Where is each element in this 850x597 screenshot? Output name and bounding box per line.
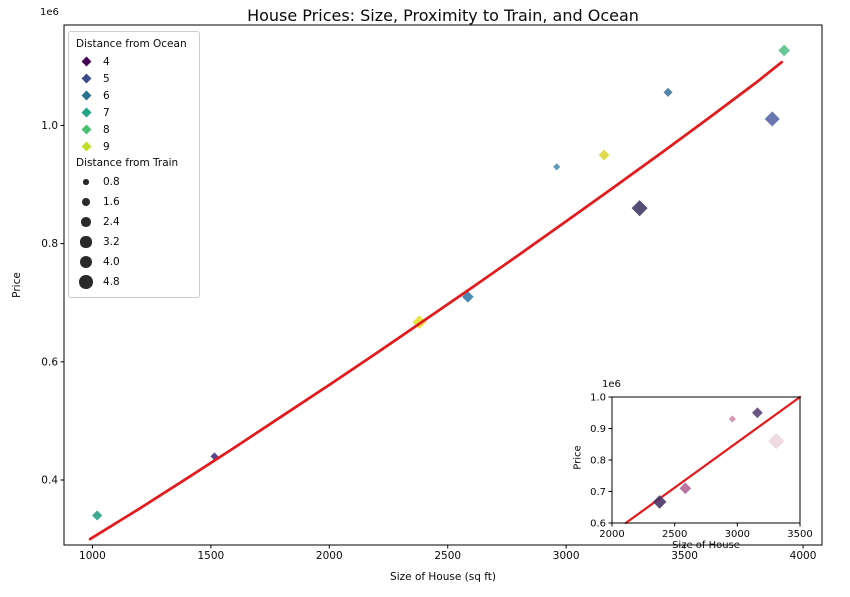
main-scatter-point xyxy=(92,510,103,521)
legend-train-label: 3.2 xyxy=(103,236,120,248)
main-y-tick-label: 0.4 xyxy=(41,475,58,487)
ocean-swatch xyxy=(81,56,91,67)
ocean-swatch xyxy=(81,141,91,152)
train-size-dot-icon xyxy=(76,255,96,269)
legend-ocean-label: 4 xyxy=(103,55,110,68)
train-size-dot-icon xyxy=(76,198,96,206)
main-y-tick-label: 1.0 xyxy=(41,120,58,132)
main-y-tick-label: 0.6 xyxy=(41,356,58,368)
legend-train-item: 1.6 xyxy=(76,192,187,212)
ocean-diamond-icon xyxy=(76,56,96,67)
inset-y-tick-label: 0.7 xyxy=(590,487,606,498)
ocean-swatch xyxy=(81,124,91,135)
legend-ocean-item: 6 xyxy=(76,87,187,104)
legend-ocean-item: 9 xyxy=(76,138,187,155)
train-swatch xyxy=(80,236,92,248)
train-swatch xyxy=(83,179,89,185)
inset-y-axis-offset-text: 1e6 xyxy=(602,379,621,390)
ocean-swatch xyxy=(81,90,91,101)
inset-x-tick-label: 2000 xyxy=(599,529,624,540)
legend-train-items: 0.8 1.6 2.4 3.2 4.0 4.8 xyxy=(76,172,187,292)
legend-ocean-label: 8 xyxy=(103,123,110,136)
main-x-tick-label: 4000 xyxy=(790,550,817,562)
main-spines xyxy=(63,24,823,546)
train-swatch xyxy=(81,217,91,227)
train-size-dot-icon xyxy=(76,275,96,289)
ocean-diamond-icon xyxy=(76,73,96,84)
inset-scatter-point xyxy=(768,433,785,450)
inset-scatter-point xyxy=(679,482,692,495)
main-x-tick-label: 1000 xyxy=(79,550,106,562)
train-swatch xyxy=(79,275,93,289)
train-size-dot-icon xyxy=(76,236,96,248)
ocean-diamond-icon xyxy=(76,107,96,118)
inset-y-tick-label: 0.9 xyxy=(590,424,606,435)
main-x-tick-label: 1500 xyxy=(197,550,224,562)
ocean-diamond-icon xyxy=(76,90,96,101)
legend-ocean-label: 5 xyxy=(103,72,110,85)
legend-ocean-label: 7 xyxy=(103,106,110,119)
main-scatter-point xyxy=(462,291,474,303)
main-scatter-point xyxy=(631,200,648,217)
y-axis-offset-text: 1e6 xyxy=(40,7,59,18)
main-x-tick-label: 3000 xyxy=(553,550,580,562)
legend-train-item: 4.0 xyxy=(76,252,187,272)
main-scatter-point xyxy=(553,163,561,171)
chart-title: House Prices: Size, Proximity to Train, … xyxy=(247,6,639,25)
inset-scatter-point xyxy=(752,407,763,419)
legend-ocean-item: 8 xyxy=(76,121,187,138)
ocean-swatch xyxy=(81,107,91,118)
x-axis-label: Size of House (sq ft) xyxy=(390,571,496,583)
legend-ocean-item: 5 xyxy=(76,70,187,87)
legend-train-label: 4.8 xyxy=(103,276,120,288)
y-axis-label: Price xyxy=(11,272,23,298)
legend-train-label: 0.8 xyxy=(103,176,120,188)
legend-train-label: 4.0 xyxy=(103,256,120,268)
ocean-swatch xyxy=(81,73,91,84)
inset-y-tick-label: 1.0 xyxy=(590,393,606,404)
legend: Distance from Ocean 4 5 6 7 8 9 Distance from… xyxy=(68,31,200,298)
inset-scatter-point xyxy=(652,495,667,509)
inset-y-tick-label: 0.8 xyxy=(590,456,606,467)
main-x-tick-label: 2000 xyxy=(316,550,343,562)
legend-train-item: 3.2 xyxy=(76,232,187,252)
legend-train-item: 4.8 xyxy=(76,272,187,292)
train-size-dot-icon xyxy=(76,179,96,185)
legend-ocean-label: 6 xyxy=(103,89,110,102)
train-swatch xyxy=(79,255,93,269)
legend-ocean-items: 4 5 6 7 8 9 xyxy=(76,53,187,155)
inset-x-tick-label: 2500 xyxy=(662,529,687,540)
inset-scatter-point xyxy=(728,415,736,423)
train-size-dot-icon xyxy=(76,217,96,227)
legend-train-label: 2.4 xyxy=(103,216,120,228)
ocean-diamond-icon xyxy=(76,124,96,135)
legend-train-item: 2.4 xyxy=(76,212,187,232)
main-scatter-point xyxy=(598,149,610,161)
train-swatch xyxy=(82,198,90,206)
legend-ocean-item: 4 xyxy=(76,53,187,70)
inset-y-tick-label: 0.6 xyxy=(590,519,606,530)
ocean-diamond-icon xyxy=(76,141,96,152)
inset-plot-area xyxy=(612,397,800,523)
inset-y-axis-label: Price xyxy=(572,445,584,470)
legend-ocean-label: 9 xyxy=(103,140,110,153)
main-y-tick-label: 0.8 xyxy=(41,238,58,250)
inset-x-axis-label: Size of House xyxy=(672,540,740,551)
legend-train-label: 1.6 xyxy=(103,196,120,208)
main-x-tick-label: 2500 xyxy=(434,550,461,562)
inset-x-tick-label: 3000 xyxy=(725,529,750,540)
inset-x-tick-label: 3500 xyxy=(787,529,812,540)
legend-ocean-title: Distance from Ocean xyxy=(76,38,187,50)
main-scatter-point xyxy=(764,111,780,127)
main-x-tick-label: 3500 xyxy=(671,550,698,562)
main-scatter-point xyxy=(778,44,790,57)
legend-ocean-item: 7 xyxy=(76,104,187,121)
main-trend-line xyxy=(88,60,784,541)
main-scatter-point xyxy=(663,87,673,97)
legend-train-item: 0.8 xyxy=(76,172,187,192)
legend-train-title: Distance from Train xyxy=(76,157,179,169)
